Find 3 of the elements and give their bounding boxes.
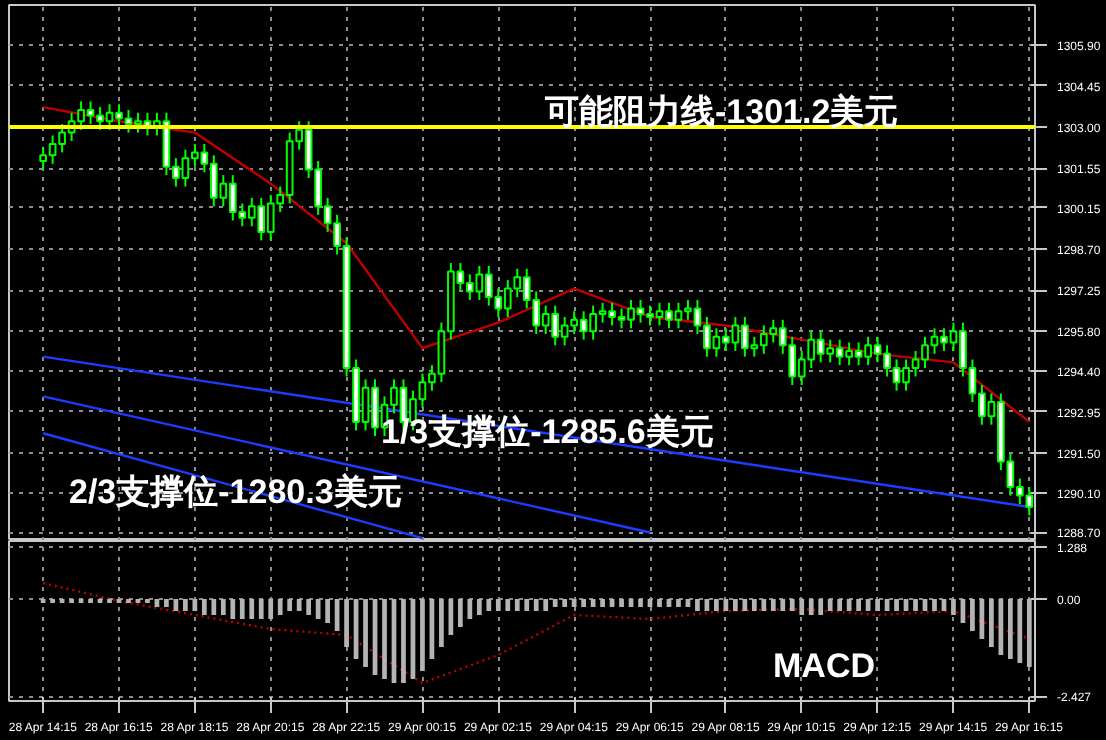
annotation: 可能阻力线-1301.2美元 bbox=[543, 93, 899, 131]
line-series bbox=[41, 581, 1031, 685]
annotation: MACD bbox=[773, 647, 875, 685]
